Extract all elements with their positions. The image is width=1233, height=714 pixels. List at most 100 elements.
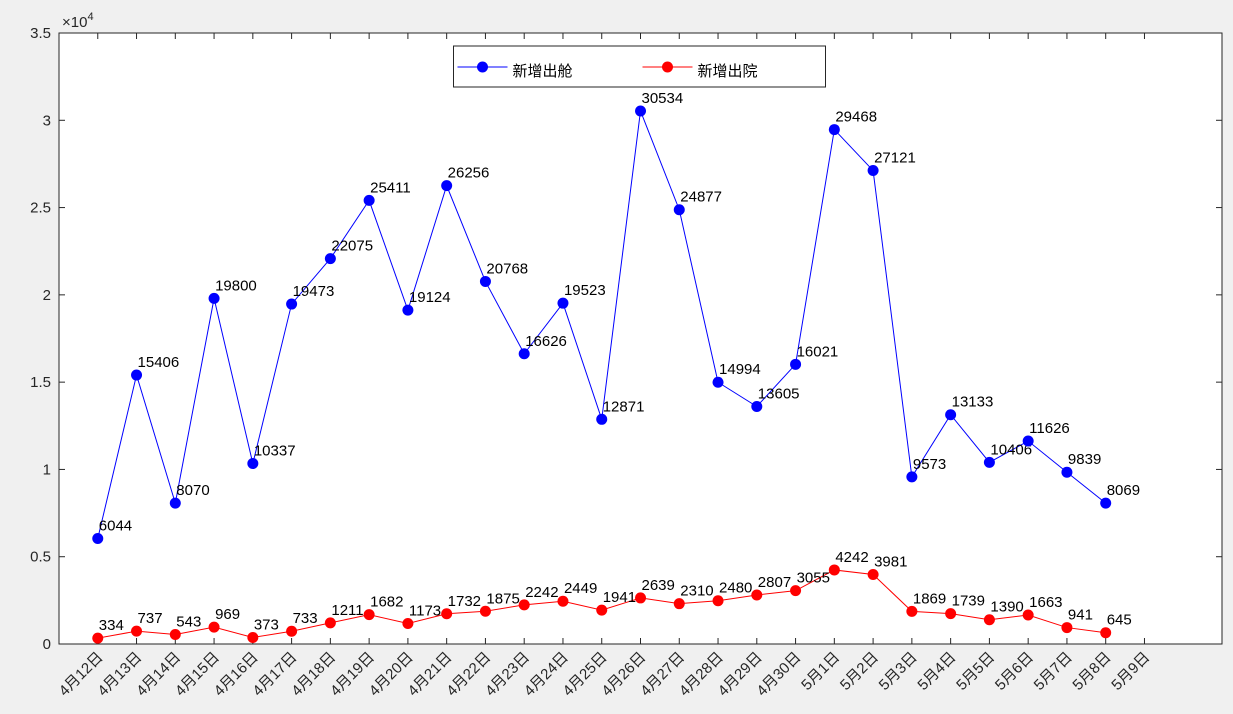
marker [673,204,685,216]
marker [751,589,763,601]
y-tick-label: 1.5 [30,374,51,391]
marker [635,592,646,604]
marker [673,598,685,610]
data-label: 2310 [680,583,713,600]
data-label: 941 [1068,607,1093,624]
data-label: 1173 [409,603,441,620]
marker [983,456,995,468]
y-tick-label: 0.5 [30,549,51,566]
marker [402,618,414,630]
data-label: 29468 [835,109,877,126]
x-tick-label: 5月8日 [1069,649,1114,694]
marker [169,497,181,509]
marker [945,608,957,620]
marker [363,194,375,206]
y-tick-label: 2.5 [30,200,51,217]
data-label: 14994 [719,361,761,378]
legend-marker [477,61,488,73]
y-tick-label: 3 [43,112,51,129]
data-label: 9839 [1068,451,1101,468]
marker [286,625,298,637]
x-tick-label: 5月1日 [798,649,843,694]
marker [286,298,298,310]
y-multiplier: ×104 [62,11,94,31]
x-tick-label: 5月6日 [992,649,1037,694]
marker [169,629,181,641]
plot-area [59,33,1222,644]
marker [1061,466,1073,478]
y-tick-label: 3.5 [30,25,51,42]
data-label: 1869 [913,590,946,607]
data-label: 10406 [990,441,1032,458]
data-label: 737 [138,610,163,627]
data-label: 25411 [370,179,411,196]
data-label: 1682 [370,594,403,611]
data-label: 27121 [874,150,916,167]
legend-label: 新增出舱 [513,63,573,80]
data-label: 1739 [952,593,985,610]
data-label: 10337 [254,443,296,460]
marker [1100,627,1112,639]
data-label: 1732 [448,593,481,610]
marker [92,632,104,644]
marker [983,614,995,626]
marker [208,621,220,633]
data-label: 4242 [835,549,868,566]
data-label: 334 [99,617,124,634]
data-label: 1390 [990,599,1023,616]
marker [635,105,646,117]
data-label: 20768 [486,260,528,277]
marker [596,604,608,616]
data-label: 1211 [331,602,363,619]
x-tick-label: 5月7日 [1031,649,1076,694]
legend-label: 新增出院 [698,62,758,80]
legend-marker [662,61,673,73]
data-label: 8070 [176,482,209,499]
marker [441,180,453,192]
marker [1061,622,1073,634]
marker [828,564,840,576]
data-label: 3981 [874,554,907,571]
marker [945,409,957,421]
marker [712,376,724,388]
data-label: 2480 [719,580,752,597]
marker [790,358,802,370]
marker [906,605,918,617]
marker [479,275,491,287]
data-label: 12871 [603,398,645,415]
data-label: 373 [254,616,279,633]
marker [790,585,802,597]
x-tick-label: 5月5日 [953,649,998,694]
data-label: 2449 [564,580,597,597]
data-label: 19800 [215,277,257,294]
data-label: 9573 [913,456,946,473]
y-multiplier-base: ×10 [62,14,87,31]
data-label: 11626 [1029,420,1070,437]
marker [712,595,724,607]
marker [247,458,259,470]
marker [518,599,530,611]
marker [751,400,763,412]
data-label: 22075 [331,238,373,255]
marker [441,608,453,620]
marker [867,569,879,581]
data-label: 1875 [486,590,519,607]
marker [479,605,491,617]
marker [363,609,375,621]
x-tick-label: 5月9日 [1108,649,1153,694]
data-label: 13133 [952,394,994,411]
data-label: 3055 [797,570,830,587]
data-label: 19523 [564,282,606,299]
marker [208,292,220,304]
y-multiplier-exponent: 4 [87,11,93,23]
data-label: 2639 [642,577,675,594]
marker [557,595,569,607]
marker [906,471,918,483]
marker [247,631,259,643]
y-tick-label: 2 [43,287,51,304]
data-label: 30534 [642,90,684,107]
marker [1100,497,1112,509]
marker [557,297,569,309]
legend-box [453,45,826,88]
